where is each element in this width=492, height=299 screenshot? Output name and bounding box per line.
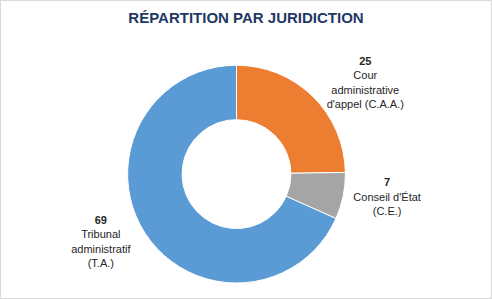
svg-text:7Conseil d'État(C.E.): 7Conseil d'État(C.E.) bbox=[353, 176, 421, 217]
svg-text:25Couradministratived'appel (C: 25Couradministratived'appel (C.A.A.) bbox=[327, 55, 404, 110]
svg-text:RÉPARTITION PAR JURIDICTION: RÉPARTITION PAR JURIDICTION bbox=[128, 9, 363, 26]
svg-text:69Tribunaladministratif(T.A.): 69Tribunaladministratif(T.A.) bbox=[71, 214, 131, 269]
